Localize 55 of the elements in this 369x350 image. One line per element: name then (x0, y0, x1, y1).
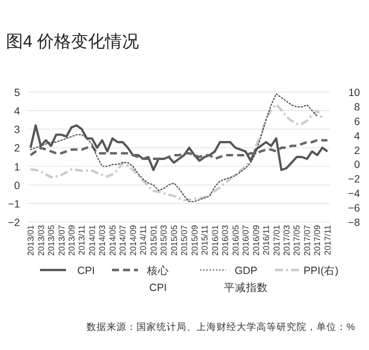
x-tick-label: 2013/09 (66, 224, 77, 256)
y2-tick-label: −8 (348, 217, 360, 229)
y-tick-label: 1 (14, 161, 20, 174)
x-tick-label: 2015/11 (200, 224, 210, 256)
x-tick-label: 2015/09 (189, 224, 200, 256)
legend-label: 核心 CPI (146, 264, 169, 294)
y2-tick-label: −6 (348, 202, 360, 215)
x-tick-label: 2014/01 (86, 224, 97, 256)
y-tick-label: 0 (14, 180, 20, 192)
x-tick-label: 2016/09 (250, 224, 261, 256)
x-tick-label: 2017/09 (312, 224, 322, 256)
x-tick-label: 2014/05 (107, 224, 118, 256)
x-tick-label: 2015/03 (158, 224, 169, 256)
y-tick-label: −1 (8, 198, 20, 210)
x-tick-label: 2014/03 (97, 224, 108, 256)
x-tick-label: 2014/11 (138, 224, 148, 256)
x-tick-label: 2016/03 (220, 224, 230, 256)
x-tick-label: 2013/11 (76, 224, 87, 256)
y2-tick-label: 8 (354, 101, 360, 114)
legend-label: PPI(右) (304, 265, 338, 277)
x-tick-label: 2015/01 (148, 224, 158, 256)
y2-tick-label: −4 (348, 188, 360, 200)
x-tick-label: 2017/07 (302, 224, 312, 256)
y2-tick-label: 6 (354, 116, 360, 128)
y2-tick-label: 10 (348, 87, 360, 99)
y2-tick-label: −2 (348, 174, 360, 186)
x-tick-label: 2016/05 (230, 224, 240, 256)
x-tick-label: 2016/01 (210, 224, 220, 256)
x-tick-label: 2013/03 (36, 224, 46, 256)
x-tick-label: 2017/03 (281, 224, 292, 256)
x-tick-label: 2017/01 (271, 224, 282, 256)
x-tick-label: 2014/07 (118, 224, 128, 256)
y-tick-label: 2 (14, 142, 20, 155)
y2-tick-label: 4 (354, 130, 360, 142)
x-tick-label: 2013/07 (56, 224, 66, 256)
x-tick-label: 2016/07 (240, 224, 251, 256)
x-tick-label: 2017/05 (292, 224, 302, 256)
y-tick-label: 5 (14, 87, 20, 99)
source-note: 数据来源：国家统计局、上海财经大学高等研究院，单位：% (86, 321, 356, 333)
x-tick-label: 2015/07 (179, 224, 190, 256)
x-tick-label: 2016/11 (261, 224, 272, 256)
y-tick-label: −2 (8, 217, 20, 229)
legend-label: CPI (77, 265, 95, 277)
y-tick-label: 4 (14, 106, 20, 118)
line-series (29, 139, 329, 160)
x-tick-label: 2014/09 (128, 224, 138, 256)
x-tick-label: 2017/11 (322, 224, 332, 256)
x-tick-label: 2015/05 (168, 224, 179, 256)
x-tick-label: 2013/01 (26, 224, 36, 256)
x-tick-label: 2013/05 (46, 224, 56, 256)
y-tick-label: 3 (14, 124, 20, 136)
y2-tick-label: 2 (354, 144, 360, 157)
y2-tick-label: 0 (354, 159, 360, 172)
legend-label: GDP 平减指数 (224, 265, 268, 294)
chart-title: 图4 价格变化情况 (6, 32, 140, 51)
